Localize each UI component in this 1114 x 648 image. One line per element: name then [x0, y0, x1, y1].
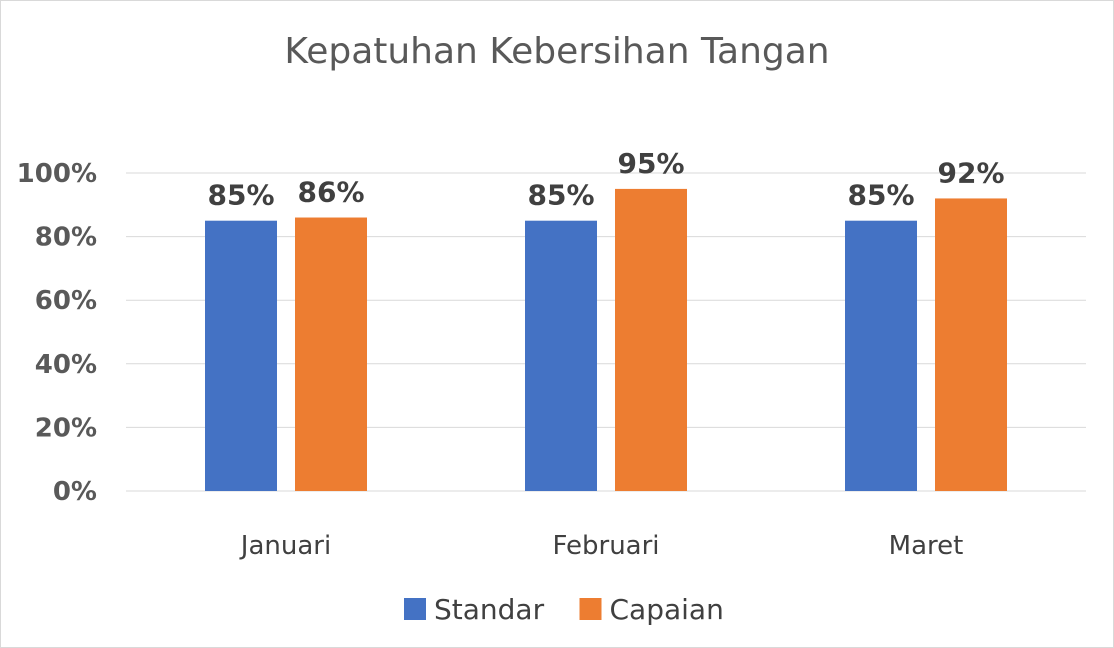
legend-label: Standar — [434, 593, 545, 626]
x-category-label: Maret — [889, 531, 964, 561]
data-label: 85% — [847, 179, 914, 212]
data-labels: 85% 86% 85% 95% 85% 92% — [207, 147, 1004, 212]
y-axis-ticks: 0% 20% 40% 60% 80% 100% — [17, 159, 97, 507]
legend: Standar Capaian — [404, 593, 724, 626]
data-label: 92% — [937, 156, 1004, 189]
data-label: 86% — [297, 176, 364, 209]
chart-title: Kepatuhan Kebersihan Tangan — [284, 31, 829, 72]
bars — [205, 188, 1007, 491]
bar-capaian-maret — [935, 198, 1007, 491]
bar-standar-februari — [525, 220, 597, 491]
x-category-label: Januari — [239, 531, 331, 561]
data-label: 95% — [617, 147, 684, 180]
bar-capaian-februari — [615, 188, 687, 491]
y-tick-label: 80% — [35, 223, 97, 253]
y-tick-label: 100% — [17, 159, 97, 189]
y-tick-label: 0% — [53, 477, 97, 507]
x-axis-categories: Januari Februari Maret — [239, 531, 964, 561]
bar-standar-januari — [205, 220, 277, 491]
x-category-label: Februari — [552, 531, 659, 561]
y-tick-label: 20% — [35, 413, 97, 443]
data-label: 85% — [527, 179, 594, 212]
bar-standar-maret — [845, 220, 917, 491]
gridlines — [126, 172, 1086, 492]
legend-swatch — [579, 598, 602, 620]
y-tick-label: 60% — [35, 286, 97, 316]
legend-label: Capaian — [610, 593, 724, 626]
bar-capaian-januari — [295, 217, 367, 491]
y-tick-label: 40% — [35, 350, 97, 380]
legend-swatch — [404, 598, 426, 620]
data-label: 85% — [207, 179, 274, 212]
